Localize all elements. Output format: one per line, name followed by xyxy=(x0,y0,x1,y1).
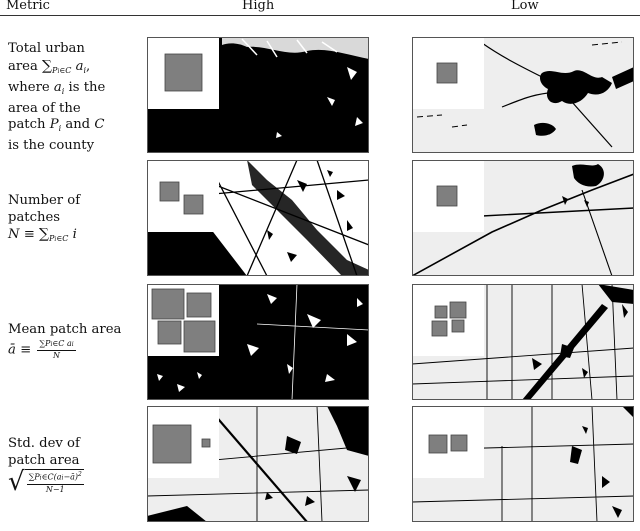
header-low: Low xyxy=(511,0,539,13)
row-2-sum-symbol: ∑ xyxy=(39,226,50,243)
row-1-sum-sub-p: P xyxy=(52,65,58,75)
row-4-num-rest: ∈C(a xyxy=(41,472,62,482)
row-1-line-4: is the xyxy=(68,80,106,96)
row-2-description: Number of patches N ≡ ∑Pi∈C i xyxy=(8,193,80,249)
row-3-abar: ā xyxy=(8,342,16,358)
row-1-description: Total urban area ∑Pi∈C ai, where ai is t… xyxy=(8,41,106,153)
row-1-line-5: area of the xyxy=(8,100,81,116)
row-4-num-ai: i xyxy=(61,474,64,482)
row-4-line-1: Std. dev of xyxy=(8,436,80,451)
row-3-num-ai: i xyxy=(71,340,74,348)
row-4-den: N−1 xyxy=(45,484,65,494)
map-row1-high xyxy=(147,37,369,153)
row-2-sum-sub-in: ∈C xyxy=(56,234,69,244)
header-high: High xyxy=(242,0,275,13)
row-1-line-7: and xyxy=(65,117,91,133)
row-3-fraction: ∑Pi∈C ai N xyxy=(37,338,76,361)
map-row3-low xyxy=(412,284,634,400)
row-3-description: Mean patch area ā ≡ ∑Pi∈C ai N xyxy=(8,322,121,361)
header-rule xyxy=(0,15,640,16)
map-row2-high xyxy=(147,160,369,276)
row-2-sum-sub-i: i xyxy=(54,236,57,244)
row-1-line-3: where xyxy=(8,80,50,96)
row-1-a-sub: i xyxy=(83,65,87,75)
row-1-line-2: area xyxy=(8,58,38,74)
row-4-num-sum: ∑P xyxy=(28,472,40,482)
row-2-equiv: ≡ xyxy=(23,227,35,243)
row-1-sum-symbol: ∑ xyxy=(42,57,53,74)
row-2-i: i xyxy=(72,227,77,243)
row-2-N: N xyxy=(8,227,20,243)
map-row4-high xyxy=(147,406,369,522)
row-3-line-1: Mean patch area xyxy=(8,322,122,337)
row-3-equiv: ≡ xyxy=(20,342,32,358)
row-2-line-2: patches xyxy=(8,209,61,225)
row-3-num-sum: ∑P xyxy=(39,338,51,348)
row-4-num-tail: −ā) xyxy=(63,472,79,482)
row-1-P: P xyxy=(49,117,59,133)
row-3-num-rest: ∈C a xyxy=(52,338,72,348)
row-4-fraction: ∑Pi∈C(ai−ā)2 N−1 xyxy=(26,470,84,495)
row-1-line-8: is the county xyxy=(8,137,95,153)
row-1-line-1: Total urban xyxy=(8,41,85,56)
row-2-sum-sub-p: P xyxy=(49,234,55,244)
row-1-C: C xyxy=(94,117,105,133)
row-3-num-i: i xyxy=(50,340,53,348)
map-row4-low xyxy=(412,406,634,522)
map-row2-low xyxy=(412,160,634,276)
map-row3-high xyxy=(147,284,369,400)
header-metric: Metric xyxy=(6,0,50,13)
row-1-sum-sub-in: ∈C xyxy=(59,65,72,75)
row-4-description: Std. dev of patch area √ ∑Pi∈C(ai−ā)2 N−… xyxy=(8,436,84,495)
row-3-den: N xyxy=(52,350,60,360)
row-1-a: a xyxy=(75,58,84,74)
row-4-sqrt: √ ∑Pi∈C(ai−ā)2 N−1 xyxy=(8,467,84,498)
row-1-line-6: patch xyxy=(8,117,46,133)
row-2-line-1: Number of xyxy=(8,193,81,208)
row-4-num-sq: 2 xyxy=(78,471,82,479)
row-1-sum-sub-i: i xyxy=(57,67,60,75)
row-4-num-i: i xyxy=(39,474,42,482)
row-4-line-2: patch area xyxy=(8,452,80,468)
map-row1-low xyxy=(412,37,634,153)
